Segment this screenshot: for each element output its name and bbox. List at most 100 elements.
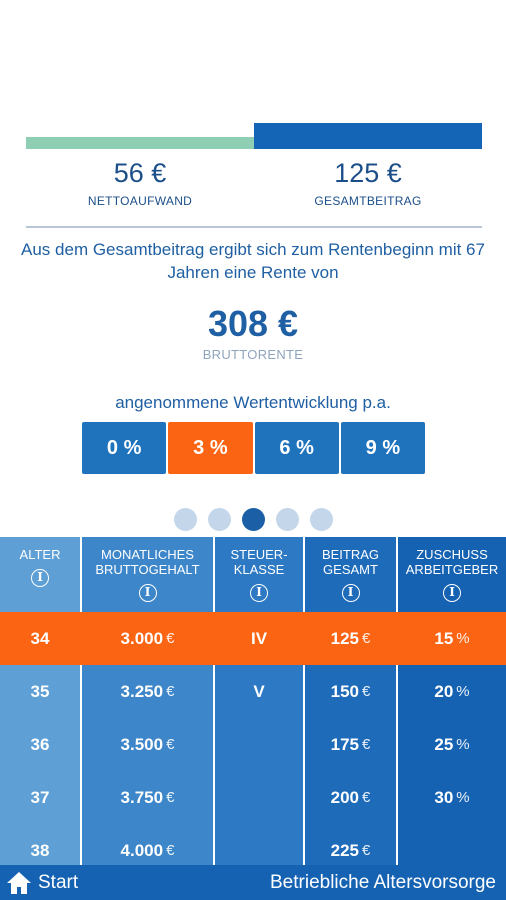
start-link[interactable]: Start	[38, 872, 79, 893]
cell-contribution: 125 €	[305, 612, 396, 665]
rate-option-6[interactable]: 6 %	[254, 422, 339, 474]
net-expense-label: NETTOAUFWAND	[87, 194, 193, 208]
cell-contribution-value: 200	[330, 787, 360, 807]
cell-salary-value: 4.000	[120, 840, 164, 860]
cell-employer-subsidy: 15%	[398, 612, 506, 665]
info-icon[interactable]: i	[443, 584, 461, 602]
table-row[interactable]: 38 4.000 €225 €	[0, 824, 506, 865]
page-dot-4[interactable]	[275, 508, 299, 531]
page-indicator	[0, 508, 506, 531]
page-dot-3[interactable]	[241, 508, 265, 531]
table-row[interactable]: 37 3.750 €200 €30%	[0, 771, 506, 824]
column-contribution: BEITRAG GESAMT i	[305, 537, 396, 865]
pension-amount: 308 €	[207, 303, 299, 344]
header-tax-class: STEUER-KLASSE i	[215, 537, 303, 612]
cell-contribution-value: 225	[330, 840, 360, 860]
cell-employer-subsidy-unit: %	[456, 683, 470, 700]
cell-contribution-value: 150	[330, 681, 360, 701]
rate-option-3[interactable]: 3 %	[168, 422, 253, 474]
cell-salary: 3.250 €	[82, 665, 213, 718]
cell-tax-class: IV	[215, 612, 303, 665]
cell-salary: 4.000 €	[82, 824, 213, 865]
table-row[interactable]: 36 3.500 €175 €25%	[0, 718, 506, 771]
cell-salary-unit: €	[166, 789, 175, 806]
net-expense-amount: 56 €	[113, 158, 167, 188]
app-title: Betriebliche Altersvorsorge	[270, 872, 496, 893]
cell-contribution: 200 €	[305, 771, 396, 824]
table-row[interactable]: 35 3.250 € V 150 €20%	[0, 665, 506, 718]
cell-tax-class	[215, 824, 303, 865]
cell-age-value: 38	[30, 840, 50, 860]
cell-contribution-value: 175	[330, 734, 360, 754]
cell-age-value: 34	[30, 628, 50, 648]
header-employer-subsidy: ZUSCHUSS ARBEITGEBER i	[398, 537, 506, 612]
cell-contribution-unit: €	[362, 736, 371, 753]
cell-employer-subsidy: 25%	[398, 718, 506, 771]
cell-contribution-unit: €	[362, 842, 371, 859]
cell-employer-subsidy-unit: %	[456, 630, 470, 647]
cell-contribution: 150 €	[305, 665, 396, 718]
cell-salary-unit: €	[166, 683, 175, 700]
header-contribution-label: BEITRAG GESAMT	[321, 547, 380, 577]
cell-age: 37	[0, 771, 80, 824]
cell-employer-subsidy-unit: %	[456, 789, 470, 806]
cell-contribution: 225 €	[305, 824, 396, 865]
info-icon[interactable]: i	[138, 584, 157, 602]
cell-salary-unit: €	[166, 736, 175, 753]
cell-salary: 3.000 €	[82, 612, 213, 665]
cell-tax-class: V	[215, 665, 303, 718]
info-icon[interactable]: i	[31, 569, 49, 587]
cell-age: 38	[0, 824, 80, 865]
rate-option-0[interactable]: 0 %	[82, 422, 167, 474]
cell-salary-value: 3.000	[120, 628, 164, 648]
cell-employer-subsidy-value: 25	[434, 734, 454, 754]
cell-age-value: 37	[30, 787, 50, 807]
home-icon[interactable]	[6, 871, 32, 895]
cell-contribution-unit: €	[362, 630, 371, 647]
page-dot-2[interactable]	[207, 508, 231, 531]
table-row[interactable]: 34 3.000 € IV 125 €15%	[0, 612, 506, 665]
net-expense-bar	[26, 137, 254, 149]
column-salary: MONATLICHES BRUTTOGEHALT i	[82, 537, 213, 865]
cell-contribution-unit: €	[362, 683, 371, 700]
contribution-table: ALTER i MONATLICHES BRUTTOGEHALT i STEUE…	[0, 537, 506, 865]
cell-age: 35	[0, 665, 80, 718]
pension-description: Aus dem Gesamtbeitrag ergibt sich zum Re…	[21, 240, 485, 282]
rate-option-9[interactable]: 9 %	[340, 422, 425, 474]
header-age: ALTER i	[0, 537, 80, 612]
cell-employer-subsidy: 30%	[398, 771, 506, 824]
cell-employer-subsidy-unit: %	[456, 736, 470, 753]
cell-employer-subsidy: 20%	[398, 665, 506, 718]
cell-age: 34	[0, 612, 80, 665]
footer-bar: Start Betriebliche Altersvorsorge	[0, 865, 506, 900]
info-icon[interactable]: i	[341, 584, 360, 602]
page-dot-1[interactable]	[173, 508, 197, 531]
cell-employer-subsidy-value: 20	[434, 681, 454, 701]
cell-salary-unit: €	[166, 842, 175, 859]
cell-contribution-unit: €	[362, 789, 371, 806]
total-contribution-label: GESAMTBEITRAG	[314, 194, 422, 208]
cell-employer-subsidy-value: 30	[434, 787, 454, 807]
cell-tax-class-value: IV	[250, 628, 268, 648]
cell-employer-subsidy	[398, 824, 506, 865]
page-dot-5[interactable]	[309, 508, 333, 531]
header-tax-class-label: STEUER-KLASSE	[230, 547, 288, 577]
cell-tax-class-value: V	[253, 681, 265, 701]
column-employer-subsidy: ZUSCHUSS ARBEITGEBER i	[398, 537, 506, 865]
cell-age-value: 35	[30, 681, 50, 701]
divider	[26, 226, 482, 228]
cell-salary: 3.500 €	[82, 718, 213, 771]
cell-salary-value: 3.500	[120, 734, 164, 754]
info-icon[interactable]: i	[250, 584, 268, 602]
cell-contribution-value: 125	[330, 628, 360, 648]
header-salary: MONATLICHES BRUTTOGEHALT i	[82, 537, 213, 612]
cell-employer-subsidy-value: 15	[434, 628, 454, 648]
cell-salary-unit: €	[166, 630, 175, 647]
total-contribution-bar	[254, 123, 482, 149]
cell-salary-value: 3.750	[120, 787, 164, 807]
pension-label: BRUTTORENTE	[202, 347, 304, 362]
cell-salary-value: 3.250	[120, 681, 164, 701]
cell-contribution: 175 €	[305, 718, 396, 771]
growth-rate-title: angenommene Wertentwicklung p.a.	[115, 393, 391, 412]
header-age-label: ALTER	[19, 547, 61, 562]
